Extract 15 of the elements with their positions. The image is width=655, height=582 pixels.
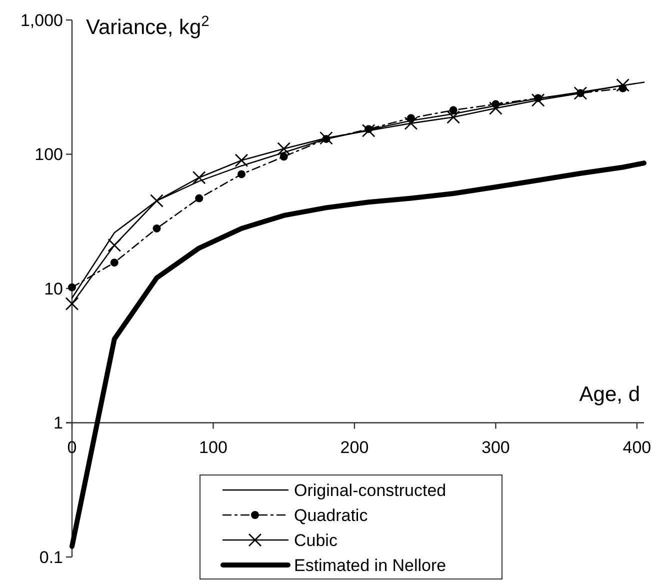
x-tick-label: 100 <box>199 438 228 457</box>
y-tick-label: 1,000 <box>20 10 63 30</box>
y-tick-label: 1 <box>54 414 63 433</box>
x-tick-label: 200 <box>340 438 369 457</box>
x-tick-label: 300 <box>482 438 510 457</box>
y-tick-label: 100 <box>34 145 63 164</box>
legend-label: Estimated in Nellore <box>294 556 446 575</box>
legend-label: Original-constructed <box>294 480 446 500</box>
y-tick-label: 10 <box>44 279 63 298</box>
legend-label: Cubic <box>294 530 338 550</box>
x-axis-title: Age, d <box>579 382 640 406</box>
legend-label: Quadratic <box>294 506 368 525</box>
x-tick-label: 400 <box>622 438 652 457</box>
y-tick-label: 0.1 <box>39 548 63 567</box>
y-axis-title: Variance, kg$^{2}$ <box>86 14 210 39</box>
